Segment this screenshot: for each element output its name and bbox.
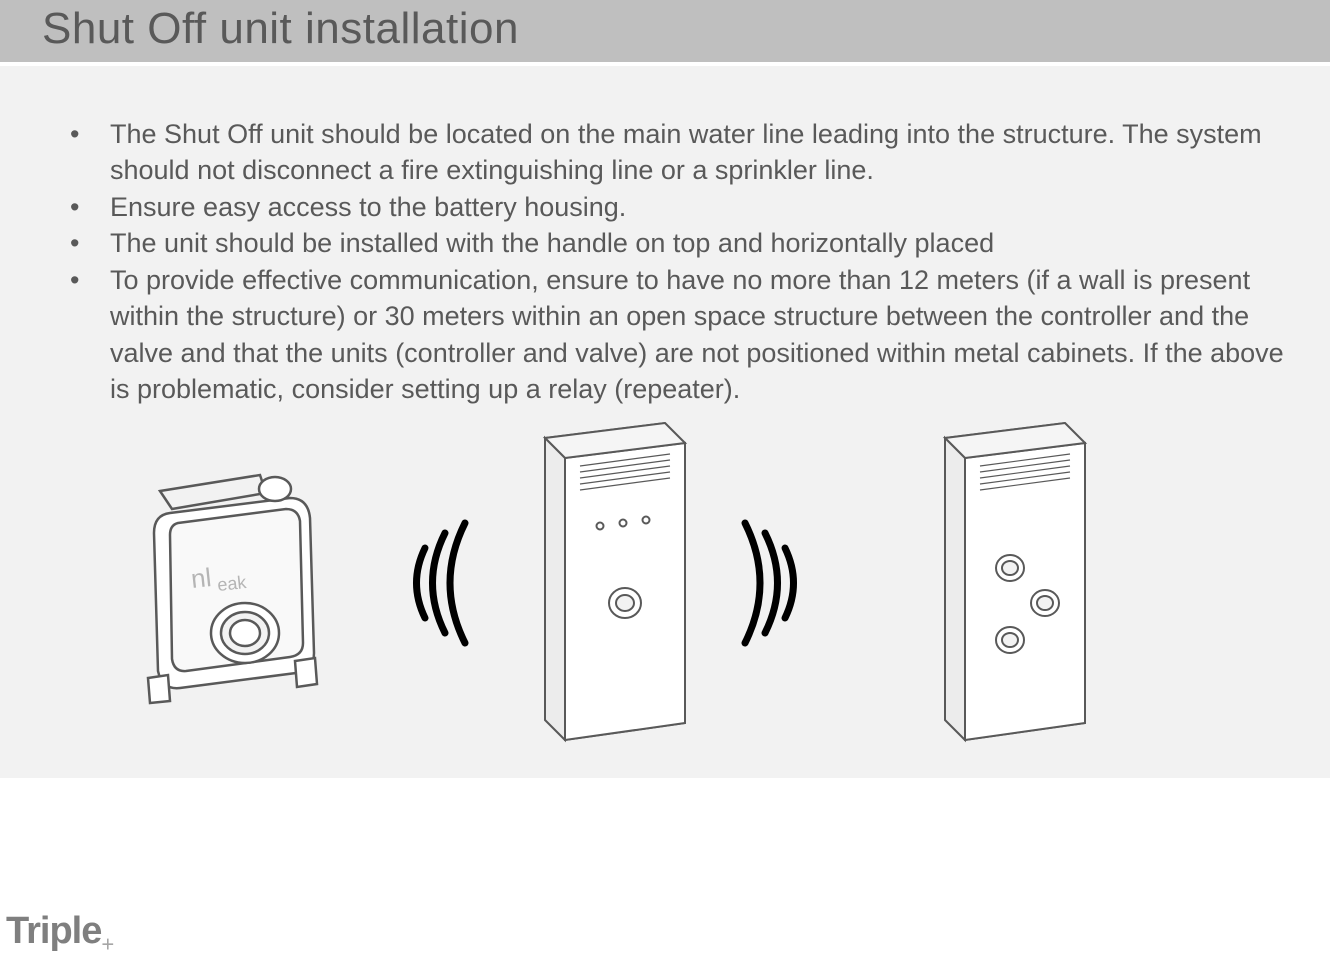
repeater-unit-illustration bbox=[910, 418, 1100, 748]
brand-logo: Triple+ bbox=[6, 910, 113, 958]
valve-icon: nl eak bbox=[100, 443, 360, 723]
repeater-icon bbox=[910, 418, 1100, 748]
brand-suffix: + bbox=[101, 932, 113, 957]
svg-text:nl: nl bbox=[189, 562, 212, 594]
bullet-item: Ensure easy access to the battery housin… bbox=[60, 189, 1310, 225]
bullet-list: The Shut Off unit should be located on t… bbox=[60, 116, 1310, 408]
title-bar: Shut Off unit installation bbox=[0, 0, 1330, 64]
controller-icon bbox=[510, 418, 700, 748]
slide-page: Shut Off unit installation The Shut Off … bbox=[0, 0, 1330, 976]
wireless-signal-left-icon bbox=[380, 493, 490, 673]
wireless-signal-right-icon bbox=[720, 493, 830, 673]
bullet-item: To provide effective communication, ensu… bbox=[60, 262, 1310, 408]
brand-text: Triple bbox=[6, 910, 101, 952]
controller-unit-illustration bbox=[510, 418, 700, 748]
bullet-item: The unit should be installed with the ha… bbox=[60, 225, 1310, 261]
content-area: The Shut Off unit should be located on t… bbox=[0, 64, 1330, 778]
page-title: Shut Off unit installation bbox=[42, 4, 1330, 54]
valve-unit-illustration: nl eak bbox=[100, 443, 360, 723]
svg-text:eak: eak bbox=[216, 571, 248, 594]
diagram-row: nl eak bbox=[60, 418, 1310, 748]
bullet-item: The Shut Off unit should be located on t… bbox=[60, 116, 1310, 189]
